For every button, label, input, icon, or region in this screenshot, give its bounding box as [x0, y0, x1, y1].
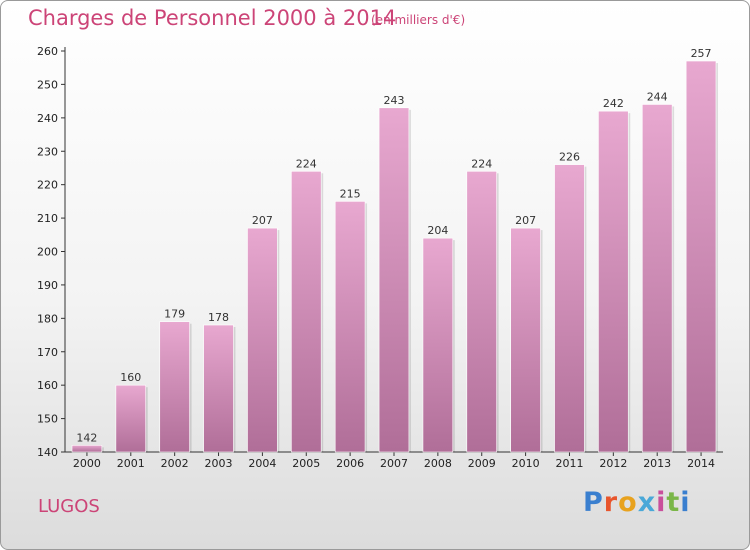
bar-value-label: 204: [427, 224, 448, 237]
x-tick-label: 2012: [599, 457, 627, 470]
bar: [159, 321, 190, 453]
x-tick-label: 2011: [555, 457, 583, 470]
x-tick-label: 2001: [117, 457, 145, 470]
x-tick-label: 2000: [73, 457, 101, 470]
bar: [466, 171, 497, 453]
bar-value-label: 242: [603, 97, 624, 110]
y-tick-label: 180: [37, 312, 58, 325]
bar: [510, 227, 541, 453]
bar-value-label: 224: [296, 157, 317, 170]
bar: [422, 237, 454, 453]
x-tick-label: 2009: [468, 457, 496, 470]
bar-value-label: 243: [384, 94, 405, 107]
x-tick-label: 2004: [248, 457, 276, 470]
bar-value-label: 257: [691, 47, 712, 60]
x-tick-label: 2013: [643, 457, 671, 470]
y-tick-label: 170: [37, 346, 58, 359]
proxiti-logo: Proxiti: [583, 487, 691, 518]
bar: [554, 164, 585, 453]
x-tick-label: 2003: [205, 457, 233, 470]
y-tick-label: 200: [37, 246, 58, 259]
bar-value-label: 142: [76, 431, 97, 444]
bar-value-label: 215: [340, 187, 361, 200]
bar-value-label: 226: [559, 151, 580, 164]
bar: [247, 227, 278, 453]
y-tick-label: 210: [37, 212, 58, 225]
x-tick-label: 2006: [336, 457, 364, 470]
y-tick-label: 190: [37, 279, 58, 292]
y-tick-label: 220: [37, 179, 58, 192]
bar-value-label: 207: [252, 214, 273, 227]
commune-name: LUGOS: [38, 496, 100, 517]
x-tick-label: 2008: [424, 457, 452, 470]
y-tick-label: 250: [37, 78, 58, 91]
bar-value-label: 179: [164, 308, 185, 321]
bar-value-label: 160: [120, 371, 141, 384]
x-tick-label: 2005: [292, 457, 320, 470]
x-tick-label: 2007: [380, 457, 408, 470]
y-tick-label: 240: [37, 112, 58, 125]
x-tick-label: 2002: [161, 457, 189, 470]
y-tick-label: 140: [37, 446, 58, 459]
bar: [71, 445, 103, 453]
chart-title: Charges de Personnel 2000 à 2014: [28, 6, 397, 30]
bar: [115, 384, 147, 453]
y-tick-label: 230: [37, 145, 58, 158]
bar-value-label: 178: [208, 311, 229, 324]
bar-value-label: 224: [471, 157, 492, 170]
bar: [685, 60, 717, 453]
bar: [291, 171, 322, 453]
bar: [378, 107, 410, 453]
bar: [334, 201, 366, 453]
bar: [203, 324, 234, 453]
bar: [641, 104, 673, 453]
chart-subtitle: (en milliers d'€): [371, 13, 466, 27]
x-tick-label: 2010: [512, 457, 540, 470]
y-tick-label: 150: [37, 413, 58, 426]
x-tick-label: 2014: [687, 457, 715, 470]
bar-value-label: 207: [515, 214, 536, 227]
bar: [598, 110, 629, 453]
y-tick-label: 160: [37, 379, 58, 392]
bar-value-label: 244: [647, 90, 668, 103]
y-tick-label: 260: [37, 45, 58, 58]
